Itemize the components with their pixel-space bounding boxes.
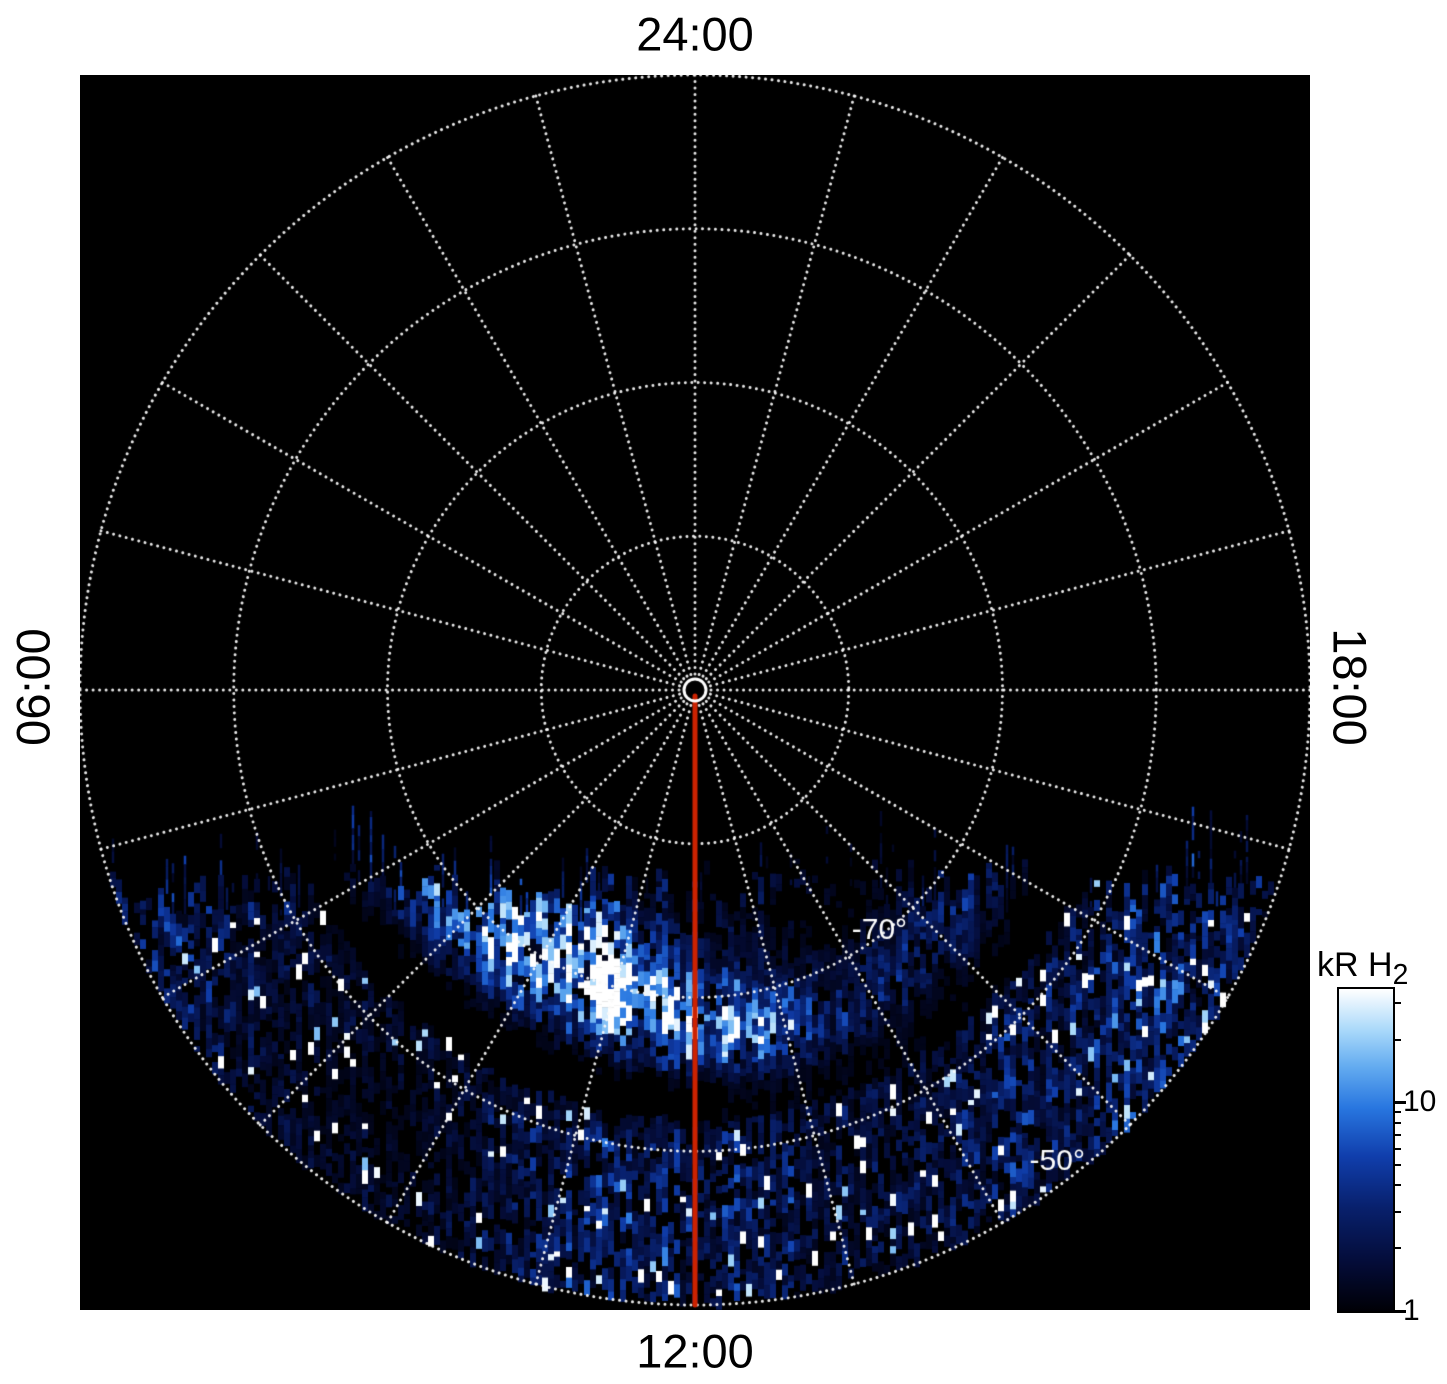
colorbar-major-tick (1395, 1101, 1406, 1105)
mlt-label-18: 18:00 (1323, 628, 1377, 746)
colorbar-title-subscript: 2 (1392, 958, 1409, 991)
colorbar-minor-tick (1395, 1001, 1401, 1004)
mlt-label-06: 06:00 (6, 628, 60, 746)
colorbar-minor-tick (1395, 1133, 1401, 1136)
colorbar-gradient (1339, 989, 1393, 1311)
colorbar-minor-tick (1395, 1247, 1401, 1250)
colorbar-minor-tick (1395, 1164, 1401, 1167)
mlt-label-12: 12:00 (636, 1324, 754, 1378)
colorbar-minor-tick (1395, 1121, 1401, 1124)
colorbar-ticks: 10 1 (1339, 989, 1436, 1327)
colorbar-major-tick (1395, 1310, 1406, 1313)
polar-plot-area (80, 75, 1310, 1310)
colorbar-title: kR H2 (1317, 946, 1408, 992)
colorbar: 10 1 (1337, 987, 1436, 1327)
mlt-label-24: 24:00 (636, 7, 754, 61)
colorbar-minor-tick (1395, 1184, 1401, 1187)
colorbar-title-text: kR H (1317, 946, 1393, 984)
aurora-polar-canvas (80, 75, 1310, 1310)
colorbar-minor-tick (1395, 1038, 1401, 1041)
colorbar-tick-label: 1 (1403, 1294, 1420, 1327)
colorbar-minor-tick (1395, 1111, 1401, 1113)
colorbar-minor-tick (1395, 1210, 1401, 1213)
colorbar-tick-label: 10 (1403, 1085, 1437, 1119)
colorbar-minor-tick (1395, 1147, 1401, 1150)
